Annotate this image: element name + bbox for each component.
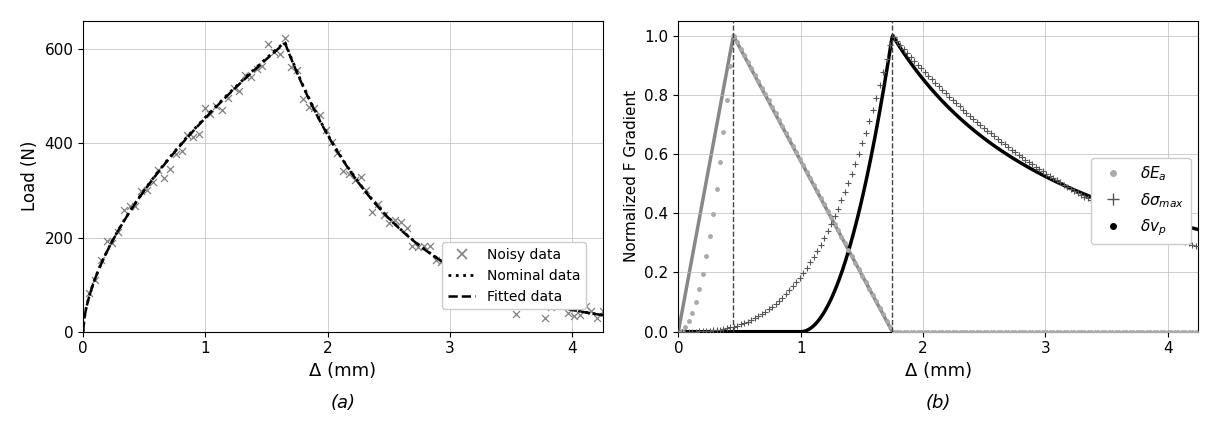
Text: (a): (a) xyxy=(330,394,356,412)
Point xyxy=(288,67,307,74)
Point xyxy=(229,88,249,95)
Point xyxy=(282,63,301,70)
Y-axis label: Normalized F Gradient: Normalized F Gradient xyxy=(624,90,639,262)
Point xyxy=(178,131,197,138)
Point xyxy=(444,273,463,280)
Point xyxy=(305,104,324,111)
Point xyxy=(218,95,238,102)
Point xyxy=(484,281,503,288)
Point xyxy=(362,208,382,215)
Point xyxy=(501,279,521,286)
Point xyxy=(166,151,185,158)
Point xyxy=(547,300,567,307)
Point xyxy=(149,166,168,173)
Point xyxy=(588,314,607,321)
Point xyxy=(328,150,347,157)
Point xyxy=(438,268,457,276)
Point xyxy=(275,34,295,41)
Point xyxy=(472,276,491,283)
Point xyxy=(552,294,572,301)
Point xyxy=(206,102,226,109)
Legend: Noisy data, Nominal data, Fitted data: Noisy data, Nominal data, Fitted data xyxy=(442,242,585,309)
Point xyxy=(461,274,480,281)
Point xyxy=(379,220,399,227)
Point xyxy=(374,212,394,219)
Point xyxy=(530,298,550,305)
Point xyxy=(293,95,312,102)
Point xyxy=(408,243,428,250)
Point xyxy=(138,186,157,193)
Point xyxy=(183,133,202,140)
Point xyxy=(518,295,538,302)
Point xyxy=(535,314,555,321)
Point xyxy=(212,107,232,114)
Point xyxy=(126,203,145,210)
Point xyxy=(397,225,417,232)
Point xyxy=(85,276,105,283)
Point xyxy=(432,258,451,265)
Point xyxy=(564,312,584,319)
Point xyxy=(299,103,318,110)
Point xyxy=(421,243,440,250)
Point xyxy=(119,203,139,210)
Point xyxy=(224,85,244,92)
Point xyxy=(115,206,134,213)
Point xyxy=(91,257,111,264)
Point xyxy=(425,257,445,264)
Point xyxy=(269,50,289,57)
Point xyxy=(489,275,508,282)
Point xyxy=(108,229,128,236)
Point xyxy=(391,219,411,226)
Point xyxy=(195,104,215,111)
Point xyxy=(102,239,122,246)
Point xyxy=(575,302,595,309)
Point xyxy=(316,127,335,134)
Y-axis label: Load (N): Load (N) xyxy=(21,141,39,212)
Point xyxy=(339,170,358,177)
Point xyxy=(507,311,527,318)
Point xyxy=(265,48,284,55)
Point xyxy=(351,174,371,181)
Point xyxy=(247,66,267,73)
Point xyxy=(143,179,162,186)
Point xyxy=(96,238,116,245)
Legend: $\delta E_a$, $\delta\sigma_{max}$, $\delta v_p$: $\delta E_a$, $\delta\sigma_{max}$, $\de… xyxy=(1091,159,1191,244)
Point xyxy=(252,63,272,70)
Point xyxy=(189,131,208,138)
Point xyxy=(172,147,191,154)
Point xyxy=(155,174,174,181)
Point xyxy=(334,167,354,174)
Point xyxy=(201,110,221,117)
Point xyxy=(570,311,590,318)
Point xyxy=(311,112,330,119)
Point xyxy=(581,307,601,314)
Point xyxy=(455,261,474,268)
Point xyxy=(466,269,485,276)
Point xyxy=(368,200,388,207)
Point xyxy=(79,289,99,296)
Point xyxy=(385,216,405,223)
Point xyxy=(345,177,364,184)
Point xyxy=(414,243,434,250)
Point xyxy=(512,288,531,295)
Point xyxy=(478,286,497,293)
Point xyxy=(541,303,561,310)
Point xyxy=(594,308,613,315)
Point xyxy=(160,166,179,173)
Point xyxy=(449,262,468,269)
Point xyxy=(241,73,261,80)
Text: (b): (b) xyxy=(925,394,951,412)
Point xyxy=(524,300,544,307)
Point xyxy=(235,72,255,79)
Point xyxy=(258,40,278,47)
Point xyxy=(356,187,375,194)
X-axis label: Δ (mm): Δ (mm) xyxy=(310,362,377,380)
Point xyxy=(322,139,341,146)
Point xyxy=(495,288,514,295)
Point xyxy=(558,309,578,316)
Point xyxy=(132,187,151,194)
Point xyxy=(402,242,422,249)
X-axis label: Δ (mm): Δ (mm) xyxy=(904,362,972,380)
